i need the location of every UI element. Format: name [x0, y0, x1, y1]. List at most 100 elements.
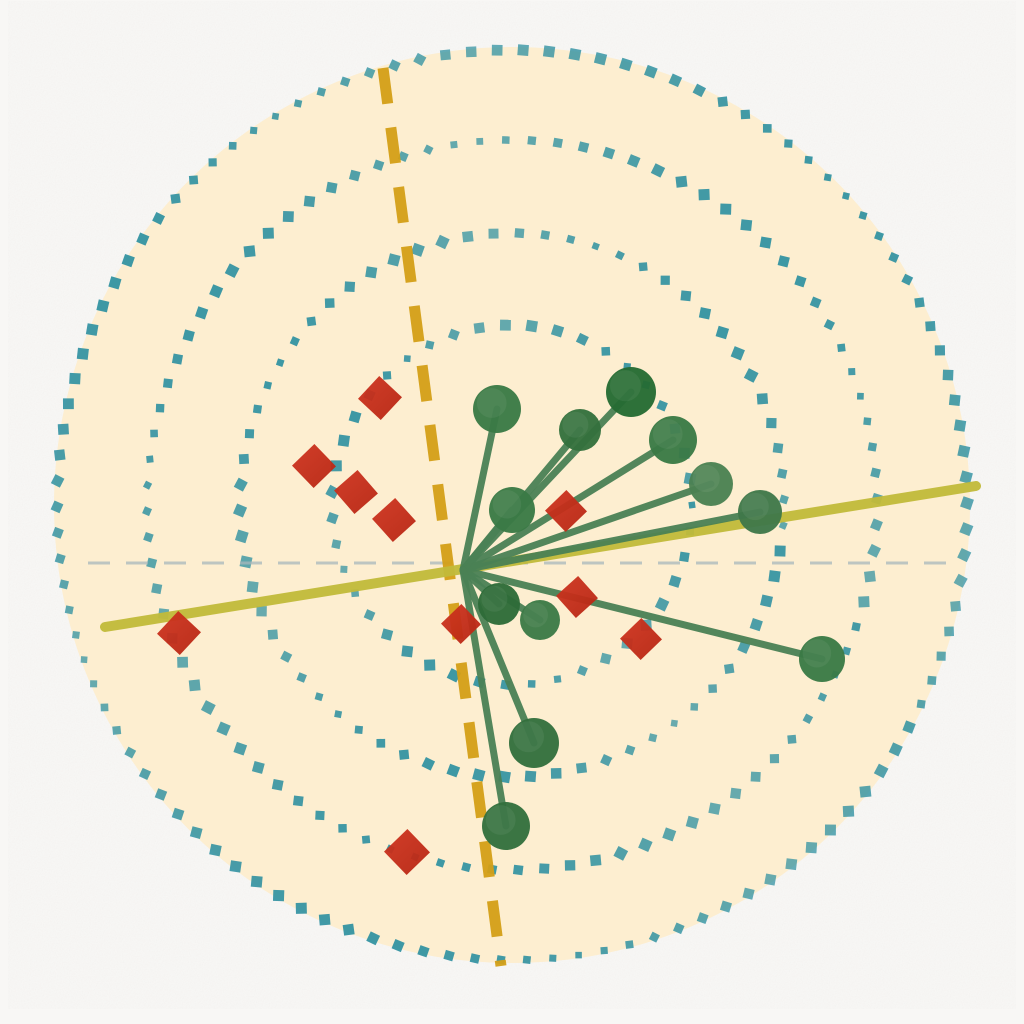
ring-dot — [209, 284, 224, 299]
marker-highlight — [610, 370, 641, 402]
ring-dot — [737, 640, 751, 654]
ring-dot — [54, 553, 66, 565]
dotted-ring-grid — [50, 44, 974, 965]
ring-dot — [424, 659, 436, 671]
ring-dot — [439, 49, 451, 61]
red-data-point[interactable] — [156, 610, 202, 656]
ring-dot — [888, 251, 900, 263]
ring-dot — [326, 511, 339, 525]
marker-highlight — [485, 805, 516, 835]
ring-dot — [376, 738, 386, 748]
red-data-point[interactable] — [441, 604, 482, 645]
ring-dot — [848, 368, 856, 376]
ring-dot — [90, 680, 98, 688]
ring-dot — [85, 323, 99, 336]
ring-dot — [856, 392, 864, 400]
ring-dot — [295, 902, 307, 914]
green-data-point[interactable] — [489, 487, 535, 533]
ring-dot — [296, 672, 307, 683]
green-data-point[interactable] — [649, 416, 697, 464]
ring-dot — [112, 725, 122, 735]
green-data-point[interactable] — [473, 385, 521, 433]
ring-dot — [138, 767, 152, 781]
ring-dot — [155, 403, 165, 413]
ring-dot — [874, 231, 884, 242]
ring-dot — [564, 860, 576, 871]
ring-dot — [499, 319, 511, 331]
ring-dot — [363, 67, 376, 79]
ring-dot — [715, 325, 730, 340]
ring-dot — [303, 195, 316, 208]
ring-dot — [233, 741, 248, 756]
ring-dot — [69, 372, 81, 385]
ring-dot — [768, 570, 781, 583]
red-data-point[interactable] — [545, 490, 588, 533]
ring-dot — [823, 319, 835, 331]
ring-dot — [626, 154, 641, 168]
red-data-point[interactable] — [371, 497, 417, 543]
ring-dot — [600, 946, 608, 955]
green-data-point[interactable] — [482, 802, 530, 850]
ring-dot — [228, 141, 237, 150]
ring-dot — [599, 652, 612, 665]
ring-dot — [873, 763, 889, 779]
ring-dot — [957, 547, 972, 563]
green-data-point[interactable] — [509, 718, 559, 768]
ring-dot — [80, 656, 88, 664]
ring-dot — [256, 605, 267, 617]
ring-dot — [62, 398, 74, 410]
red-data-point[interactable] — [555, 575, 599, 619]
ring-dot — [858, 211, 868, 220]
ring-dot — [421, 757, 436, 771]
ring-dot — [934, 345, 946, 356]
ring-dot — [251, 761, 265, 774]
green-data-point[interactable] — [606, 367, 656, 417]
red-data-point[interactable] — [384, 829, 431, 876]
ring-dot — [719, 900, 733, 913]
lollipop-stem — [459, 508, 764, 574]
ring-dot — [182, 329, 195, 342]
ring-dot — [465, 46, 477, 58]
ring-dot — [387, 253, 401, 267]
marker-highlight — [802, 638, 832, 668]
ring-dot — [314, 692, 324, 702]
red-data-point[interactable] — [620, 618, 663, 661]
ring-dot — [234, 529, 249, 544]
red-data-point[interactable] — [333, 469, 380, 516]
ring-dot — [142, 480, 153, 490]
ring-dot — [730, 346, 745, 361]
green-data-point[interactable] — [799, 636, 845, 682]
ring-dot — [450, 140, 458, 149]
ring-dot — [488, 228, 499, 239]
ring-dot — [524, 770, 537, 783]
ring-dot — [435, 234, 450, 250]
ring-dot — [170, 193, 181, 204]
green-data-point[interactable] — [478, 583, 520, 625]
ring-dot — [517, 44, 529, 56]
ring-dot — [698, 307, 712, 320]
ring-dot — [802, 713, 814, 724]
green-data-point[interactable] — [689, 462, 733, 506]
ring-dot — [550, 768, 562, 779]
ring-dot — [121, 253, 135, 268]
ring-dot — [244, 429, 255, 439]
ring-dot — [403, 355, 411, 363]
red-diamond-layer — [156, 375, 663, 876]
ring-dot — [888, 742, 903, 757]
ring-dot — [785, 858, 798, 871]
ring-dot — [625, 940, 634, 949]
ring-dot — [469, 953, 481, 964]
green-data-point[interactable] — [559, 409, 601, 451]
ring-dot — [863, 417, 872, 426]
ring-dot — [64, 605, 74, 615]
red-data-point[interactable] — [292, 444, 337, 489]
ring-dot — [443, 949, 455, 962]
ring-dot — [760, 594, 773, 608]
red-data-point[interactable] — [357, 375, 403, 421]
ring-dot — [575, 762, 588, 774]
green-data-point[interactable] — [738, 490, 782, 534]
ring-dot — [522, 955, 532, 964]
ring-dot — [959, 470, 973, 484]
green-data-point[interactable] — [520, 600, 560, 640]
ring-dot — [195, 306, 209, 320]
